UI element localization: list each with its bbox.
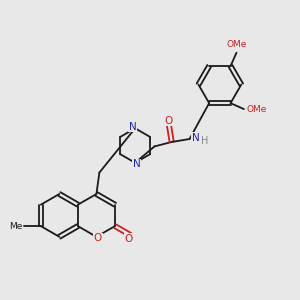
Text: OMe: OMe <box>226 40 247 49</box>
Text: O: O <box>94 233 102 243</box>
Text: Me: Me <box>9 222 22 231</box>
Text: O: O <box>125 234 133 244</box>
Text: OMe: OMe <box>247 105 267 114</box>
Text: N: N <box>192 133 200 142</box>
Text: O: O <box>165 116 173 126</box>
Text: N: N <box>129 122 136 132</box>
Text: H: H <box>200 136 208 146</box>
Text: N: N <box>133 159 140 169</box>
